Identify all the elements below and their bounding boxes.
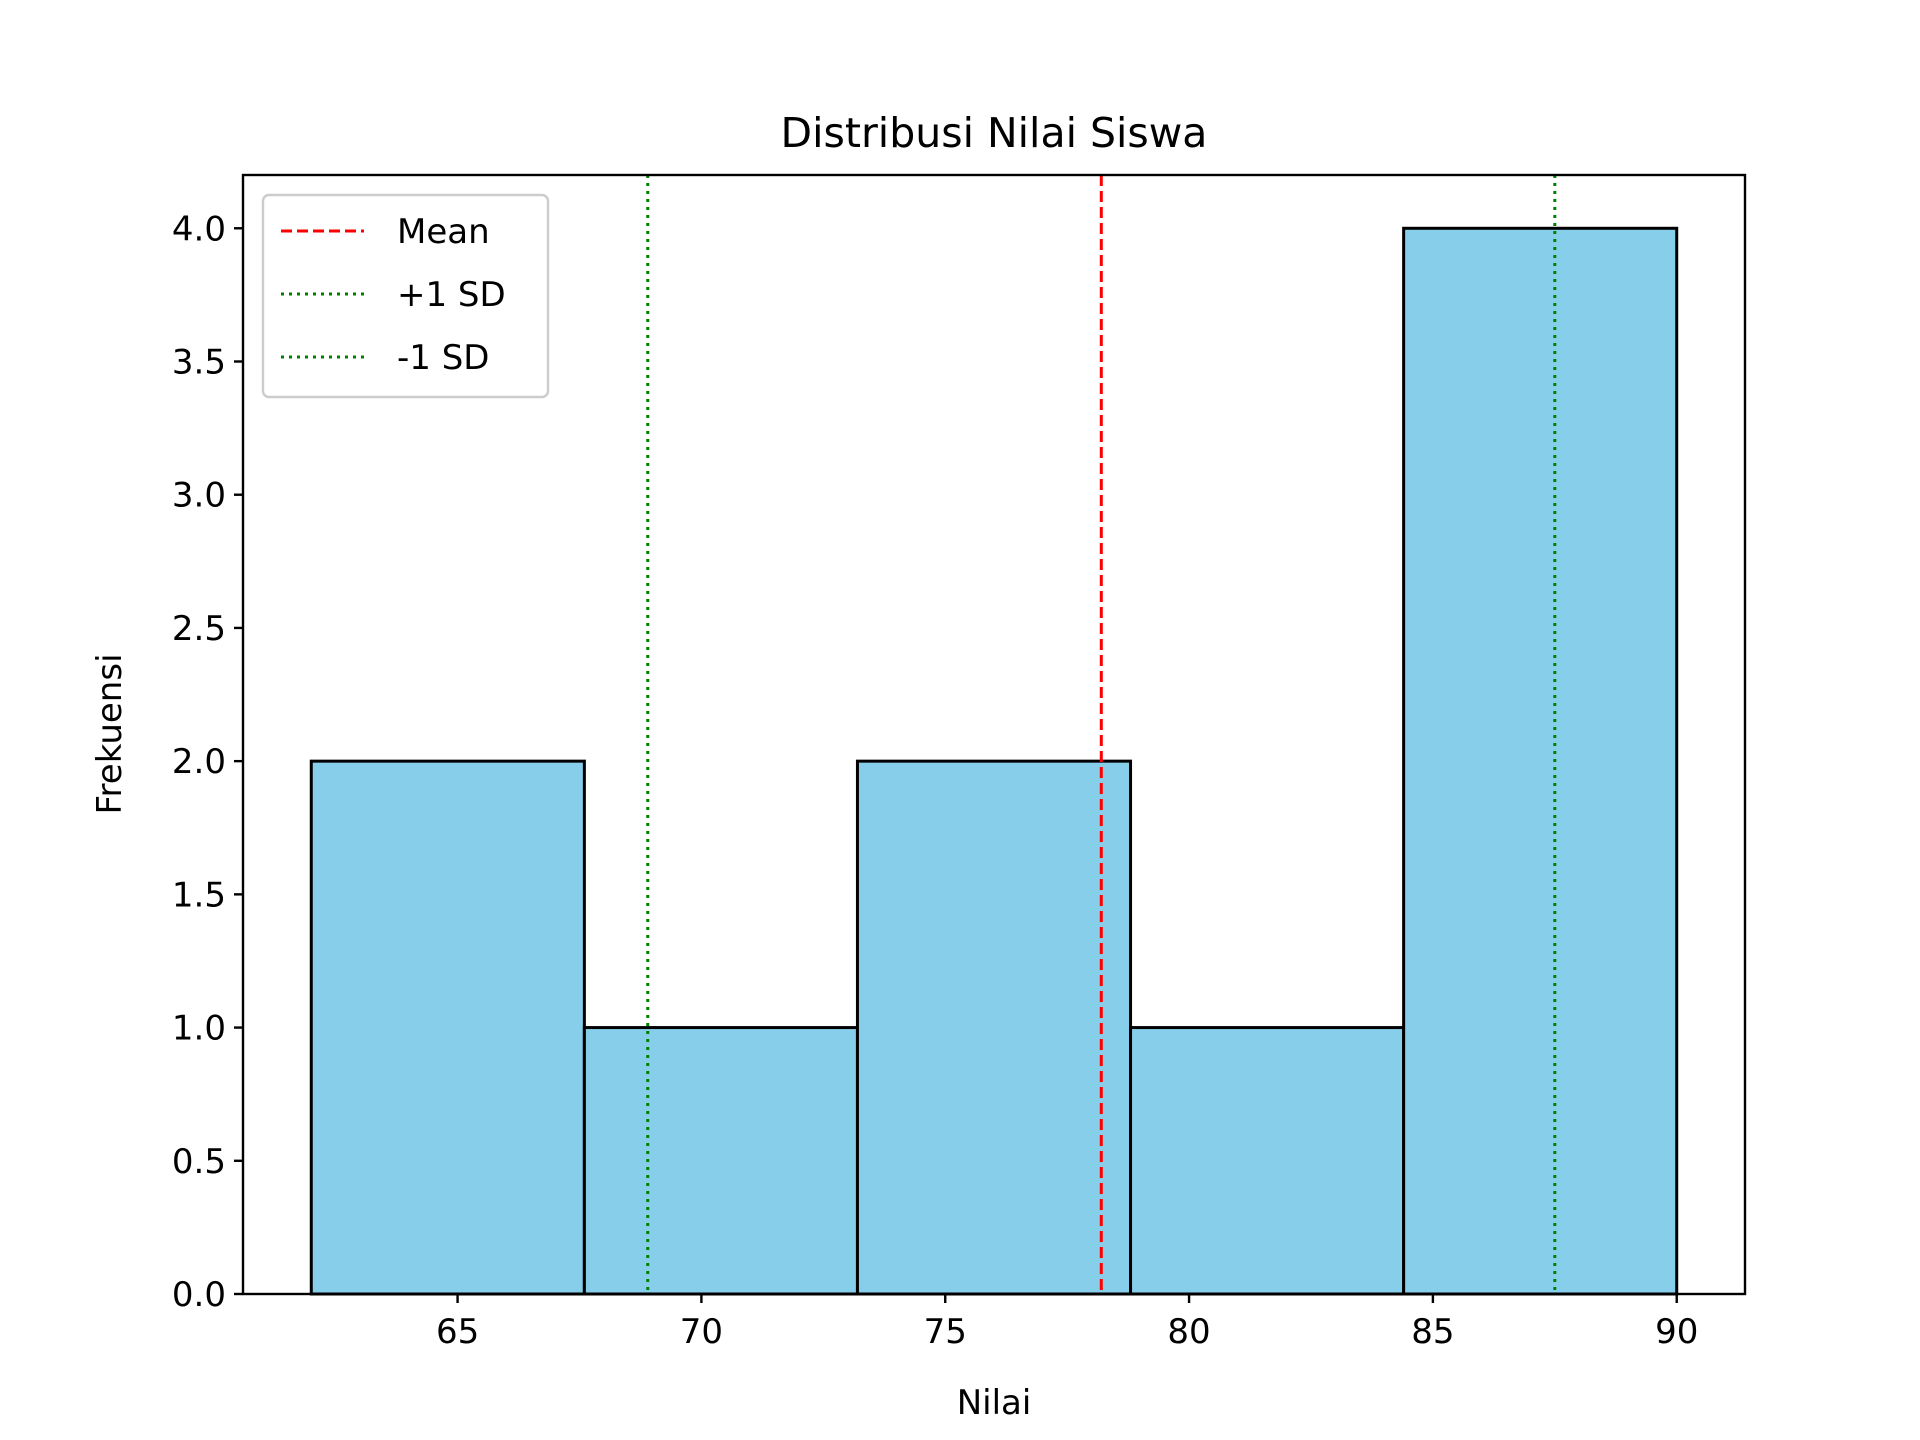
y-tick-label-0.5: 0.5 — [172, 1142, 226, 1182]
legend-mean-label: Mean — [397, 212, 490, 252]
plot-frame — [241, 173, 1747, 1296]
histogram-bar-3 — [855, 759, 1133, 1296]
y-tick-label-2.0: 2.0 — [172, 742, 226, 782]
x-tick-label-90: 90 — [1655, 1312, 1698, 1352]
y-tick-label-1.0: 1.0 — [172, 1009, 226, 1049]
x-tick-label-75: 75 — [924, 1312, 967, 1352]
y-tick-label-1.5: 1.5 — [172, 875, 226, 915]
legend-plus-sd-label: +1 SD — [397, 275, 506, 315]
x-tick-label-85: 85 — [1411, 1312, 1454, 1352]
bars-layer — [309, 226, 1679, 1296]
x-axis-title: Nilai — [957, 1383, 1032, 1423]
histogram-bar-2 — [582, 1026, 859, 1296]
y-tick-label-0.0: 0.0 — [172, 1275, 226, 1315]
y-axis-title: Frekuensi — [90, 653, 130, 814]
y-axis-ticks: 0.0 0.5 1.0 1.5 2.0 2.5 3.0 3.5 4.0 — [172, 209, 243, 1315]
x-tick-label-80: 80 — [1167, 1312, 1210, 1352]
x-tick-label-65: 65 — [436, 1312, 479, 1352]
chart-title: Distribusi Nilai Siswa — [781, 109, 1208, 157]
histogram-bar-5 — [1402, 226, 1679, 1296]
reference-lines-layer — [646, 175, 1557, 1294]
legend: Mean +1 SD -1 SD — [261, 193, 550, 399]
y-tick-label-3.0: 3.0 — [172, 476, 226, 516]
legend-minus-sd-label: -1 SD — [397, 338, 489, 378]
histogram-bar-4 — [1129, 1026, 1406, 1296]
y-tick-label-2.5: 2.5 — [172, 609, 226, 649]
legend-frame — [261, 193, 550, 399]
histogram-bar-1 — [309, 759, 586, 1296]
y-tick-label-3.5: 3.5 — [172, 343, 226, 383]
x-tick-label-70: 70 — [680, 1312, 723, 1352]
x-axis-ticks: 65 70 75 80 85 90 — [436, 1294, 1698, 1352]
y-tick-label-4.0: 4.0 — [172, 209, 226, 249]
